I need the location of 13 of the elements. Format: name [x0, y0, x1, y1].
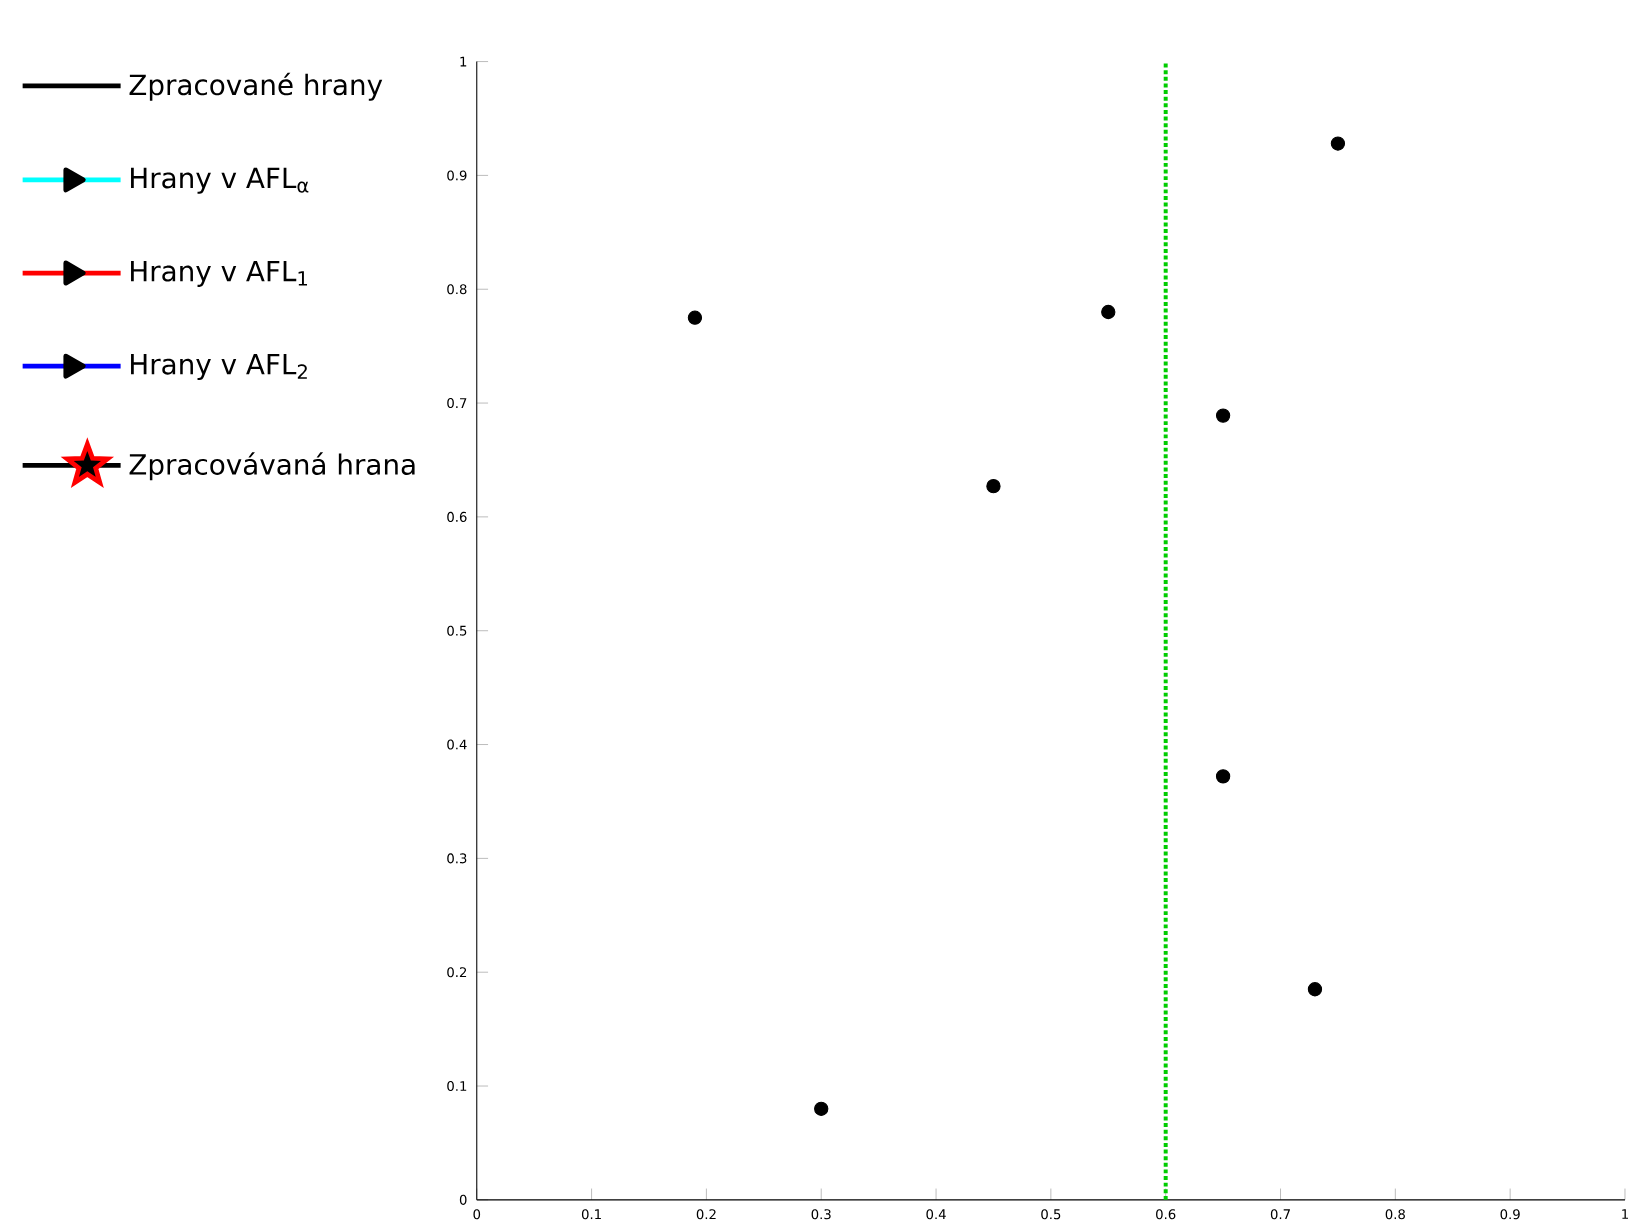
legend-label: Hrany v AFL$_{1}$	[131, 261, 308, 288]
legend-label: Zpracovávaná hrana	[129, 452, 415, 481]
point	[1215, 769, 1231, 784]
point	[687, 310, 703, 325]
point	[1101, 305, 1116, 320]
point	[986, 479, 1001, 494]
point	[1215, 408, 1231, 423]
point	[1307, 982, 1323, 997]
legend-label: Zpracované hrany	[129, 72, 383, 101]
legend-label: Hrany v AFL$_{2}$	[131, 354, 307, 381]
legend-label: Hrany v AFL$_{α}$	[131, 167, 309, 194]
point	[1330, 136, 1346, 151]
point	[814, 1101, 829, 1117]
